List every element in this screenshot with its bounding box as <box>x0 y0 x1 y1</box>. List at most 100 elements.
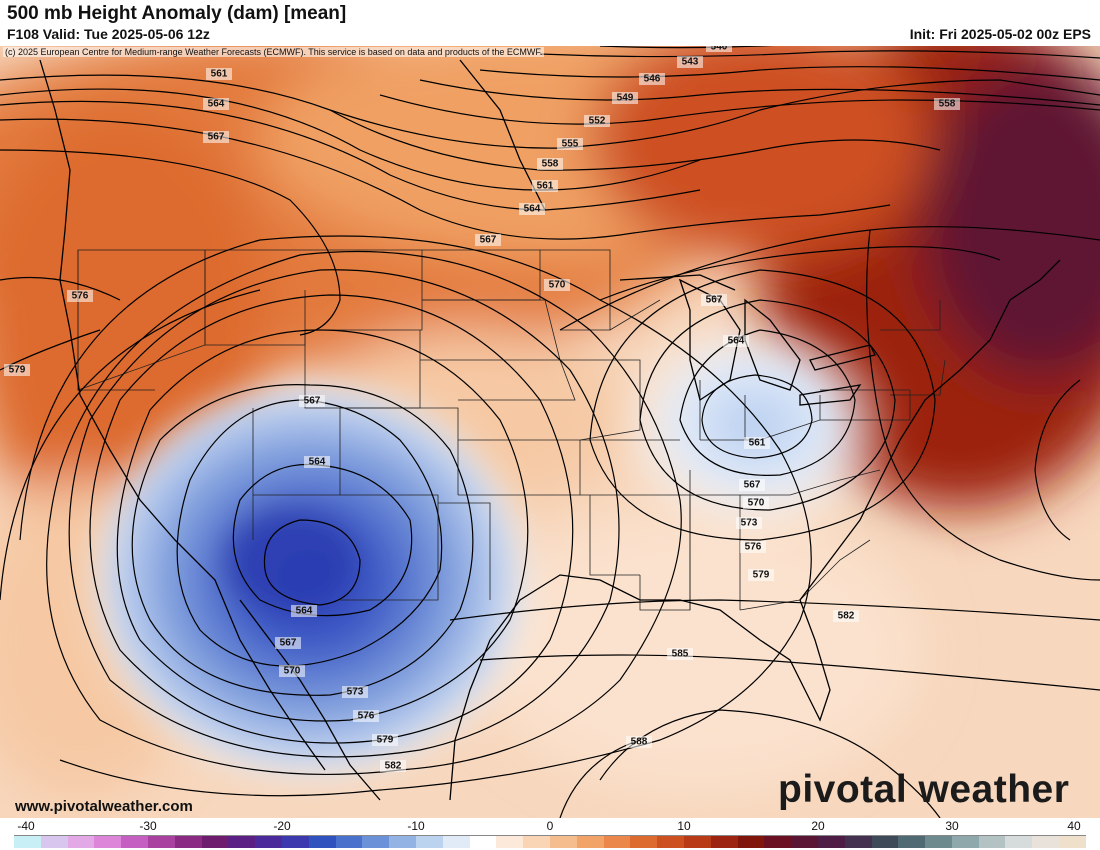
svg-text:576: 576 <box>745 542 762 553</box>
contour-label: 576 <box>67 290 93 302</box>
colorbar-swatch <box>925 836 952 848</box>
svg-text:549: 549 <box>617 93 634 104</box>
colorbar-tick-label: 20 <box>811 819 825 833</box>
colorbar-tick-label: -40 <box>17 819 35 833</box>
colorbar-tick-label: 10 <box>677 819 691 833</box>
colorbar-swatch <box>603 836 631 848</box>
colorbar-swatch <box>737 836 765 848</box>
contour-label: 579 <box>748 569 774 581</box>
colorbar-swatch <box>147 836 175 848</box>
colorbar-swatch <box>281 836 309 848</box>
height-contours <box>0 46 1100 818</box>
svg-text:564: 564 <box>296 606 313 617</box>
svg-text:546: 546 <box>644 74 661 85</box>
colorbar-swatch <box>67 836 95 848</box>
colorbar-tick-label: 0 <box>546 819 554 833</box>
svg-text:579: 579 <box>9 365 26 376</box>
colorbar-swatch <box>951 836 979 848</box>
anomaly-map: 540 543 546 549 552 555 558 558 561 561 … <box>0 46 1100 818</box>
contour-label: 588 <box>626 736 652 748</box>
svg-text:585: 585 <box>672 649 689 660</box>
contour-label: 573 <box>736 517 762 529</box>
colorbar-tick-labels: -40 -30 -20 -10 0 10 20 30 40 <box>14 819 1086 833</box>
colorbar-swatch <box>94 836 122 848</box>
svg-text:579: 579 <box>753 570 770 581</box>
contour-label: 573 <box>342 686 368 698</box>
svg-text:567: 567 <box>744 480 761 491</box>
map-title: 500 mb Height Anomaly (dam) [mean] <box>7 3 347 24</box>
contour-label: 558 <box>537 158 563 170</box>
svg-text:570: 570 <box>284 666 301 677</box>
init-time: Init: Fri 2025-05-02 00z EPS <box>909 26 1091 42</box>
contour-label: 543 <box>677 56 703 68</box>
svg-text:576: 576 <box>358 711 375 722</box>
colorbar-swatch <box>1059 836 1086 848</box>
contour-label: 546 <box>639 73 665 85</box>
state-borders <box>77 249 946 611</box>
contour-label: 564 <box>203 98 229 110</box>
svg-text:567: 567 <box>208 132 225 143</box>
svg-text:552: 552 <box>589 116 606 127</box>
svg-text:558: 558 <box>542 159 559 170</box>
svg-text:561: 561 <box>211 69 228 80</box>
contour-label: 564 <box>519 203 545 215</box>
colorbar-swatch <box>1032 836 1060 848</box>
contour-label: 570 <box>743 497 769 509</box>
contour-label: 576 <box>740 541 766 553</box>
contour-label: 552 <box>584 115 610 127</box>
colorbar-swatch <box>14 836 41 848</box>
colorbar-swatch <box>362 836 390 848</box>
colorbar-swatch <box>710 836 738 848</box>
pivotal-weather-logo: pivotal weather <box>778 768 1070 811</box>
contour-label: 567 <box>275 637 301 649</box>
svg-text:558: 558 <box>939 99 956 110</box>
svg-text:567: 567 <box>706 295 723 306</box>
svg-text:573: 573 <box>741 518 758 529</box>
colorbar-swatch <box>40 836 68 848</box>
colorbar-swatch <box>657 836 684 848</box>
svg-text:579: 579 <box>377 735 394 746</box>
svg-text:570: 570 <box>748 498 765 509</box>
contour-labels: 540 543 546 549 552 555 558 558 561 561 … <box>4 46 960 772</box>
svg-text:567: 567 <box>304 396 321 407</box>
contour-label: 570 <box>544 279 570 291</box>
contour-label: 558 <box>934 98 960 110</box>
svg-text:582: 582 <box>385 761 402 772</box>
colorbar-swatch <box>174 836 202 848</box>
colorbar-tick-label: 40 <box>1067 819 1081 833</box>
colorbar-swatch <box>1005 836 1033 848</box>
contour-label: 579 <box>372 734 398 746</box>
svg-text:564: 564 <box>728 336 745 347</box>
colorbar-swatch <box>255 836 282 848</box>
colorbar-swatch <box>469 836 497 848</box>
svg-text:582: 582 <box>838 611 855 622</box>
contour-label: 567 <box>299 395 325 407</box>
colorbar: -40 -30 -20 -10 0 10 20 30 40 <box>14 819 1086 850</box>
colorbar-tick-label: -20 <box>273 819 291 833</box>
colorbar-swatch <box>817 836 845 848</box>
contour-label: 549 <box>612 92 638 104</box>
colorbar-swatch <box>764 836 792 848</box>
colorbar-swatch <box>335 836 363 848</box>
contour-label: 561 <box>532 180 558 192</box>
svg-text:543: 543 <box>682 57 699 68</box>
colorbar-swatch <box>121 836 148 848</box>
colorbar-swatch <box>523 836 550 848</box>
ecmwf-credit: (c) 2025 European Centre for Medium-rang… <box>3 47 545 57</box>
contour-label: 582 <box>833 610 859 622</box>
website-url[interactable]: www.pivotalweather.com <box>15 798 193 815</box>
colorbar-swatch <box>791 836 818 848</box>
valid-time: F108 Valid: Tue 2025-05-06 12z <box>7 26 210 42</box>
contour-label: 567 <box>701 294 727 306</box>
contour-label: 570 <box>279 665 305 677</box>
contour-label: 555 <box>557 138 583 150</box>
colorbar-swatch <box>898 836 926 848</box>
colorbar-swatch <box>228 836 256 848</box>
colorbar-tick-label: 30 <box>945 819 959 833</box>
colorbar-tick-label: -30 <box>139 819 157 833</box>
svg-text:573: 573 <box>347 687 364 698</box>
colorbar-swatch <box>415 836 443 848</box>
colorbar-swatch <box>683 836 711 848</box>
contour-label: 564 <box>304 456 330 468</box>
colorbar-swatch <box>978 836 1006 848</box>
